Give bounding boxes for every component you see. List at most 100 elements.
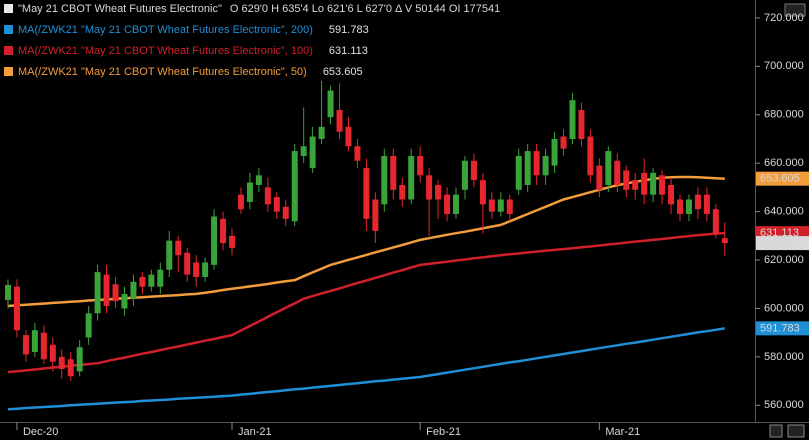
legend-swatch: [4, 4, 13, 13]
y-tick-label: 620.000: [764, 254, 804, 266]
legend-value: 653.605: [323, 66, 363, 78]
candle-body: [614, 160, 621, 185]
candle-body: [659, 175, 666, 195]
candle-body: [318, 126, 325, 139]
candle-body: [40, 332, 47, 360]
candle-body: [551, 138, 558, 166]
candle-body: [246, 182, 253, 202]
menu-icon[interactable]: [784, 3, 806, 17]
candle-body: [31, 330, 38, 353]
candle-body: [623, 170, 630, 190]
price-tag: [756, 236, 809, 251]
candle-body: [309, 136, 316, 169]
candle-body: [668, 184, 675, 205]
candle-body: [345, 126, 352, 147]
price-tag: [756, 321, 809, 336]
legend-swatch: [4, 67, 13, 76]
candle-body: [76, 347, 83, 372]
y-tick-label: 580.000: [764, 351, 804, 363]
candle-body: [103, 274, 110, 307]
candle-body: [497, 199, 504, 212]
y-tick-label: 640.000: [764, 206, 804, 218]
legend-name: MA(/ZWK21 "May 21 CBOT Wheat Futures Ele…: [18, 45, 313, 57]
legend-entry: "May 21 CBOT Wheat Futures Electronic" O …: [18, 3, 500, 15]
candle-body: [703, 194, 710, 215]
candle-body: [641, 172, 648, 195]
candle-body: [372, 199, 379, 231]
candle-body: [426, 175, 433, 200]
x-tick-label: Dec-20: [23, 426, 58, 438]
candle-body: [94, 272, 101, 314]
candle-body: [381, 155, 388, 205]
candle-body: [461, 160, 468, 190]
legend-entry: MA(/ZWK21 "May 21 CBOT Wheat Futures Ele…: [18, 45, 368, 57]
candle-body: [515, 155, 522, 190]
candle-body: [479, 180, 486, 205]
x-tick-label: Jan-21: [238, 426, 272, 438]
plot-area: [5, 80, 728, 411]
candle-body: [237, 194, 244, 210]
instrument-name: "May 21 CBOT Wheat Futures Electronic": [18, 3, 222, 15]
price-tag: [756, 171, 809, 186]
candle-body: [5, 284, 11, 300]
legend-name: MA(/ZWK21 "May 21 CBOT Wheat Futures Ele…: [18, 66, 307, 78]
candle-body: [49, 344, 56, 362]
ma-line: [7, 231, 725, 374]
candle-body: [542, 155, 549, 176]
candle-body: [417, 155, 424, 176]
candle-body: [363, 168, 370, 219]
legend-value: 591.783: [329, 24, 369, 36]
candle-body: [694, 194, 701, 210]
candle-body: [157, 269, 164, 287]
candle-body: [211, 216, 218, 265]
y-tick-label: 560.000: [764, 399, 804, 411]
candle-body: [202, 262, 209, 277]
price-tag-label: 631.113: [760, 227, 799, 239]
candle-body: [58, 356, 65, 369]
candle-body: [193, 262, 200, 277]
candle-body: [282, 206, 289, 219]
candle-body: [184, 252, 191, 275]
candle-body: [506, 199, 513, 215]
candle-body: [130, 281, 137, 299]
y-tick-label: 600.000: [764, 302, 804, 314]
candle-body: [470, 160, 477, 181]
legend-entry: MA(/ZWK21 "May 21 CBOT Wheat Futures Ele…: [18, 66, 363, 78]
candle-body: [229, 235, 235, 248]
candle-body: [632, 180, 639, 190]
candle-body: [578, 109, 585, 139]
candle-body: [148, 274, 155, 287]
settings-icon[interactable]: [769, 424, 783, 438]
candle-body: [712, 209, 719, 234]
candle-body: [112, 284, 119, 302]
candle-body: [13, 286, 20, 331]
candle-body: [291, 151, 298, 222]
x-tick-label: Mar-21: [605, 426, 640, 438]
legend-swatch: [4, 46, 13, 55]
candle-body: [685, 199, 692, 215]
candle-body: [399, 184, 406, 200]
legend: "May 21 CBOT Wheat Futures Electronic" O …: [4, 3, 500, 78]
candle-body: [264, 187, 271, 205]
legend-value: 631.113: [329, 45, 368, 57]
candle-body: [587, 136, 594, 176]
candle-body: [166, 240, 173, 270]
candle-body: [354, 146, 361, 161]
candle-body: [390, 155, 397, 190]
y-tick-label: 680.000: [764, 109, 804, 121]
candle-body: [650, 172, 657, 195]
candle-body: [336, 109, 343, 132]
zoom-icon[interactable]: [787, 424, 805, 438]
candle-body: [220, 218, 227, 244]
candle-body: [677, 199, 683, 215]
y-tick-label: 700.000: [764, 60, 804, 72]
legend-entry: MA(/ZWK21 "May 21 CBOT Wheat Futures Ele…: [18, 24, 369, 36]
y-tick-label: 720.000: [764, 12, 804, 24]
candle-body: [560, 136, 567, 149]
candle-body: [121, 293, 128, 309]
candle-body: [444, 194, 451, 215]
candle-body: [533, 151, 540, 176]
price-tag-label: 653.605: [760, 173, 800, 185]
